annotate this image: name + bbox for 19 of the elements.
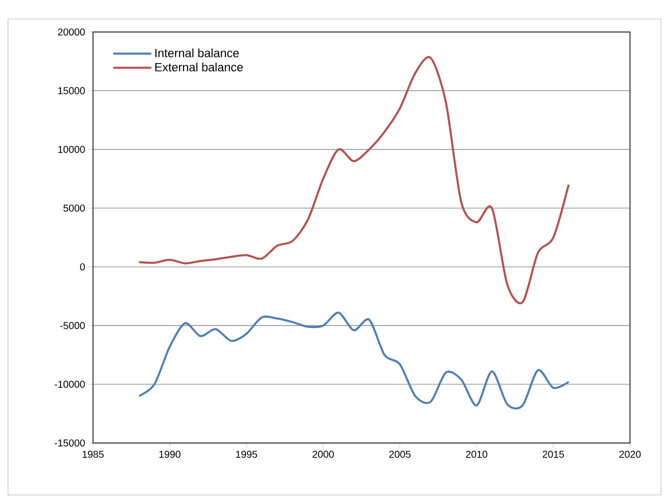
x-tick-label: 2000: [312, 450, 334, 458]
y-tick-label: 10000: [58, 146, 85, 153]
y-tick-label: 20000: [58, 28, 85, 36]
y-tick-label: 0: [80, 263, 85, 270]
y-tick-label: -15000: [54, 439, 85, 447]
line-series: [138, 56, 570, 304]
legend-label: External balance: [155, 62, 243, 72]
y-tick-label: 15000: [58, 87, 85, 94]
y-tick-label: 5000: [63, 204, 85, 212]
x-tick-label: 2015: [542, 450, 564, 458]
x-tick-label: 2010: [466, 450, 488, 458]
y-tick-label: -10000: [54, 380, 85, 388]
legend-label: Internal balance: [155, 48, 239, 58]
x-tick-label: 1990: [159, 450, 180, 458]
y-tick-label: -5000: [60, 322, 85, 330]
x-tick-label: 2005: [389, 450, 411, 458]
x-tick-label: 1995: [236, 450, 258, 458]
x-tick-label: 2020: [619, 450, 641, 458]
x-tick-label: 1985: [82, 450, 104, 458]
